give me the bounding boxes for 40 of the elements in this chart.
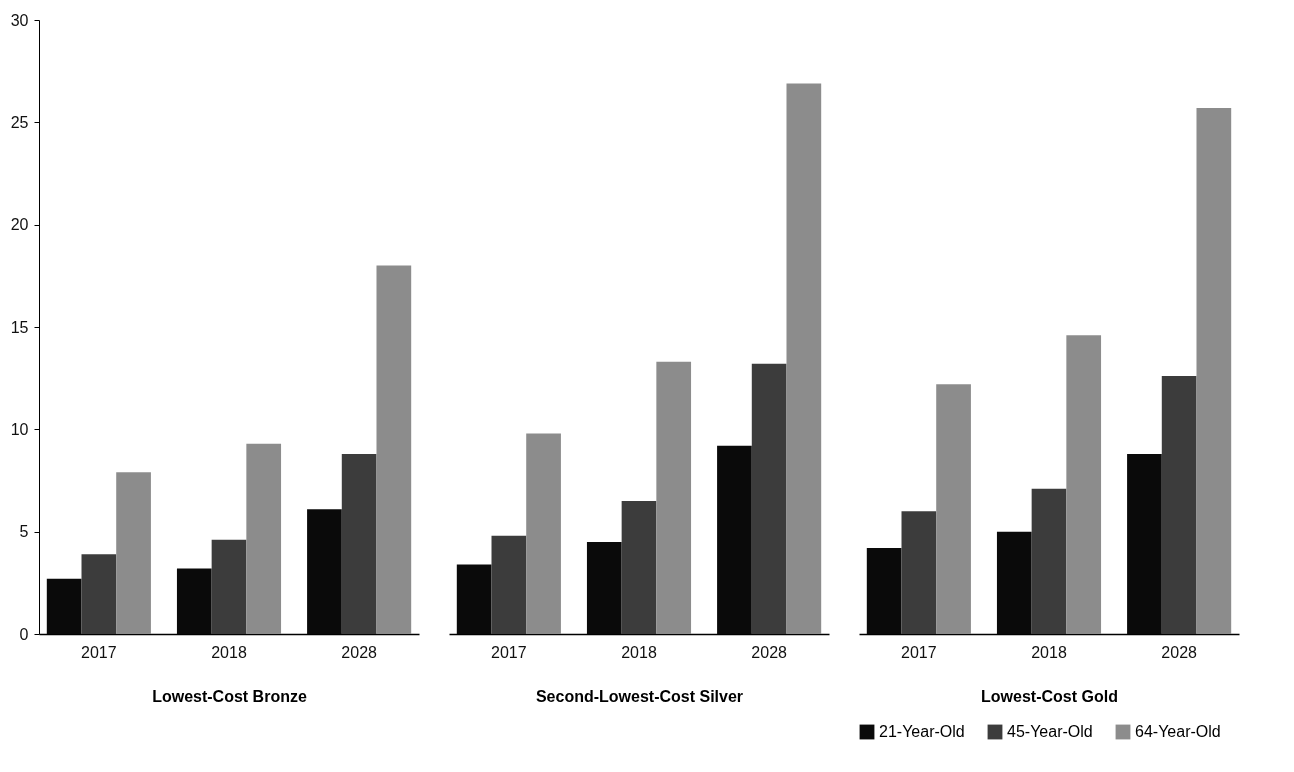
x-tick-label: 2018 (621, 643, 657, 661)
y-tick-label: 25 (10, 113, 29, 131)
bar (376, 265, 412, 634)
bar (656, 361, 692, 634)
x-tick-label: 2017 (901, 643, 937, 661)
bar (1196, 108, 1232, 634)
bar (491, 535, 527, 634)
x-axis-title: Lowest-Cost Gold (981, 687, 1118, 705)
x-tick-label: 2028 (751, 643, 788, 661)
y-tick-label: 20 (10, 216, 29, 234)
y-tick-label: 15 (10, 318, 29, 336)
x-axis-title: Second-Lowest-Cost Silver (535, 687, 744, 705)
bar (751, 363, 787, 634)
legend-label: 21-Year-Old (879, 723, 965, 740)
x-tick-label: 2018 (211, 643, 247, 661)
bar (621, 500, 657, 634)
y-tick-label: 10 (10, 420, 29, 438)
bar (81, 554, 117, 634)
bar (936, 384, 971, 634)
legend-label: 45-Year-Old (1007, 723, 1093, 740)
x-tick-label: 2028 (1161, 643, 1198, 661)
bar (341, 453, 377, 634)
bar (901, 511, 937, 634)
bar (211, 539, 247, 634)
bar (526, 433, 561, 634)
bar (1161, 376, 1197, 634)
y-tick-label: 5 (19, 523, 29, 541)
x-tick-label: 2017 (491, 643, 527, 661)
x-tick-label: 2018 (1031, 643, 1067, 661)
x-axis-title: Lowest-Cost Bronze (152, 687, 307, 705)
bar (246, 443, 282, 634)
bar (1066, 335, 1102, 634)
legend-label: 64-Year-Old (1135, 723, 1221, 740)
bar (1031, 488, 1067, 634)
bar (116, 472, 151, 634)
y-tick-label: 0 (19, 625, 29, 643)
x-tick-label: 2017 (81, 643, 117, 661)
x-tick-label: 2028 (341, 643, 378, 661)
bar (786, 83, 822, 634)
y-tick-label: 30 (10, 11, 29, 29)
